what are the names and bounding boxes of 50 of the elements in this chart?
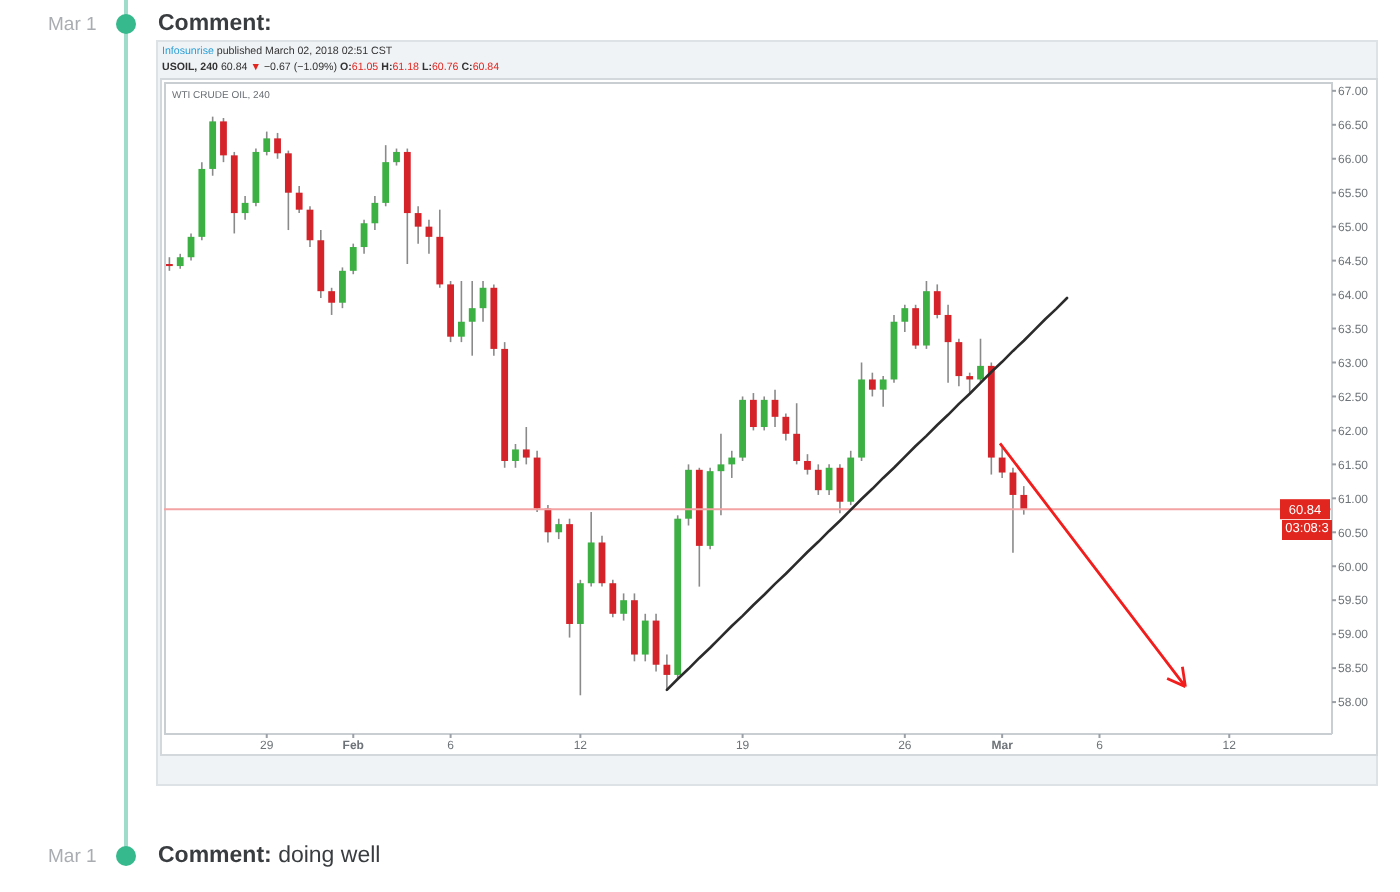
- candlestick: [328, 286, 336, 316]
- candlestick: [609, 579, 617, 618]
- candlestick: [750, 392, 757, 432]
- candlestick: [241, 195, 249, 221]
- candlestick: [728, 449, 736, 479]
- candlestick: [804, 453, 811, 476]
- candlestick: [339, 266, 346, 309]
- candlestick: [458, 280, 465, 343]
- text: Mar 1: [48, 846, 97, 868]
- candlestick: [295, 185, 303, 214]
- candlestick: [209, 115, 217, 177]
- text: Mar 1: [48, 14, 97, 36]
- candlestick: [868, 371, 876, 398]
- candlestick: [847, 449, 855, 506]
- candlestick: [220, 117, 227, 163]
- candlestick: [512, 443, 519, 469]
- candlestick: [587, 511, 595, 588]
- candlestick: [998, 446, 1006, 479]
- candlestick: [760, 395, 768, 432]
- candlestick: [576, 579, 584, 697]
- candlestick: [436, 208, 444, 289]
- candlestick: [933, 283, 941, 320]
- candlestick: [641, 612, 649, 663]
- candlestick: [663, 653, 671, 691]
- candlestick: [879, 375, 887, 408]
- candlestick: [414, 205, 422, 245]
- candlestick: [814, 463, 822, 496]
- candlestick: [274, 132, 281, 160]
- candlestick: [522, 426, 530, 466]
- candlestick: [349, 242, 357, 275]
- candlestick: [284, 149, 292, 231]
- candlestick: [782, 412, 790, 442]
- candlestick: [263, 130, 271, 157]
- candlestick: [620, 592, 628, 622]
- candlestick: [966, 371, 974, 394]
- line-series: [665, 296, 1069, 692]
- text: Comment:: [158, 12, 272, 36]
- candlestick: [912, 303, 920, 350]
- text: Comment: doing well: [158, 844, 381, 868]
- candlestick: [825, 463, 833, 496]
- candlestick: [382, 144, 390, 208]
- candlestick: [1020, 485, 1028, 516]
- candlestick: [717, 433, 725, 517]
- candlestick: [977, 337, 984, 384]
- candlestick: [901, 303, 909, 333]
- candlestick: [555, 517, 563, 540]
- candlestick: [371, 195, 379, 231]
- candlestick: [955, 337, 963, 388]
- candlestick: [793, 402, 801, 466]
- candlestick: [468, 280, 476, 357]
